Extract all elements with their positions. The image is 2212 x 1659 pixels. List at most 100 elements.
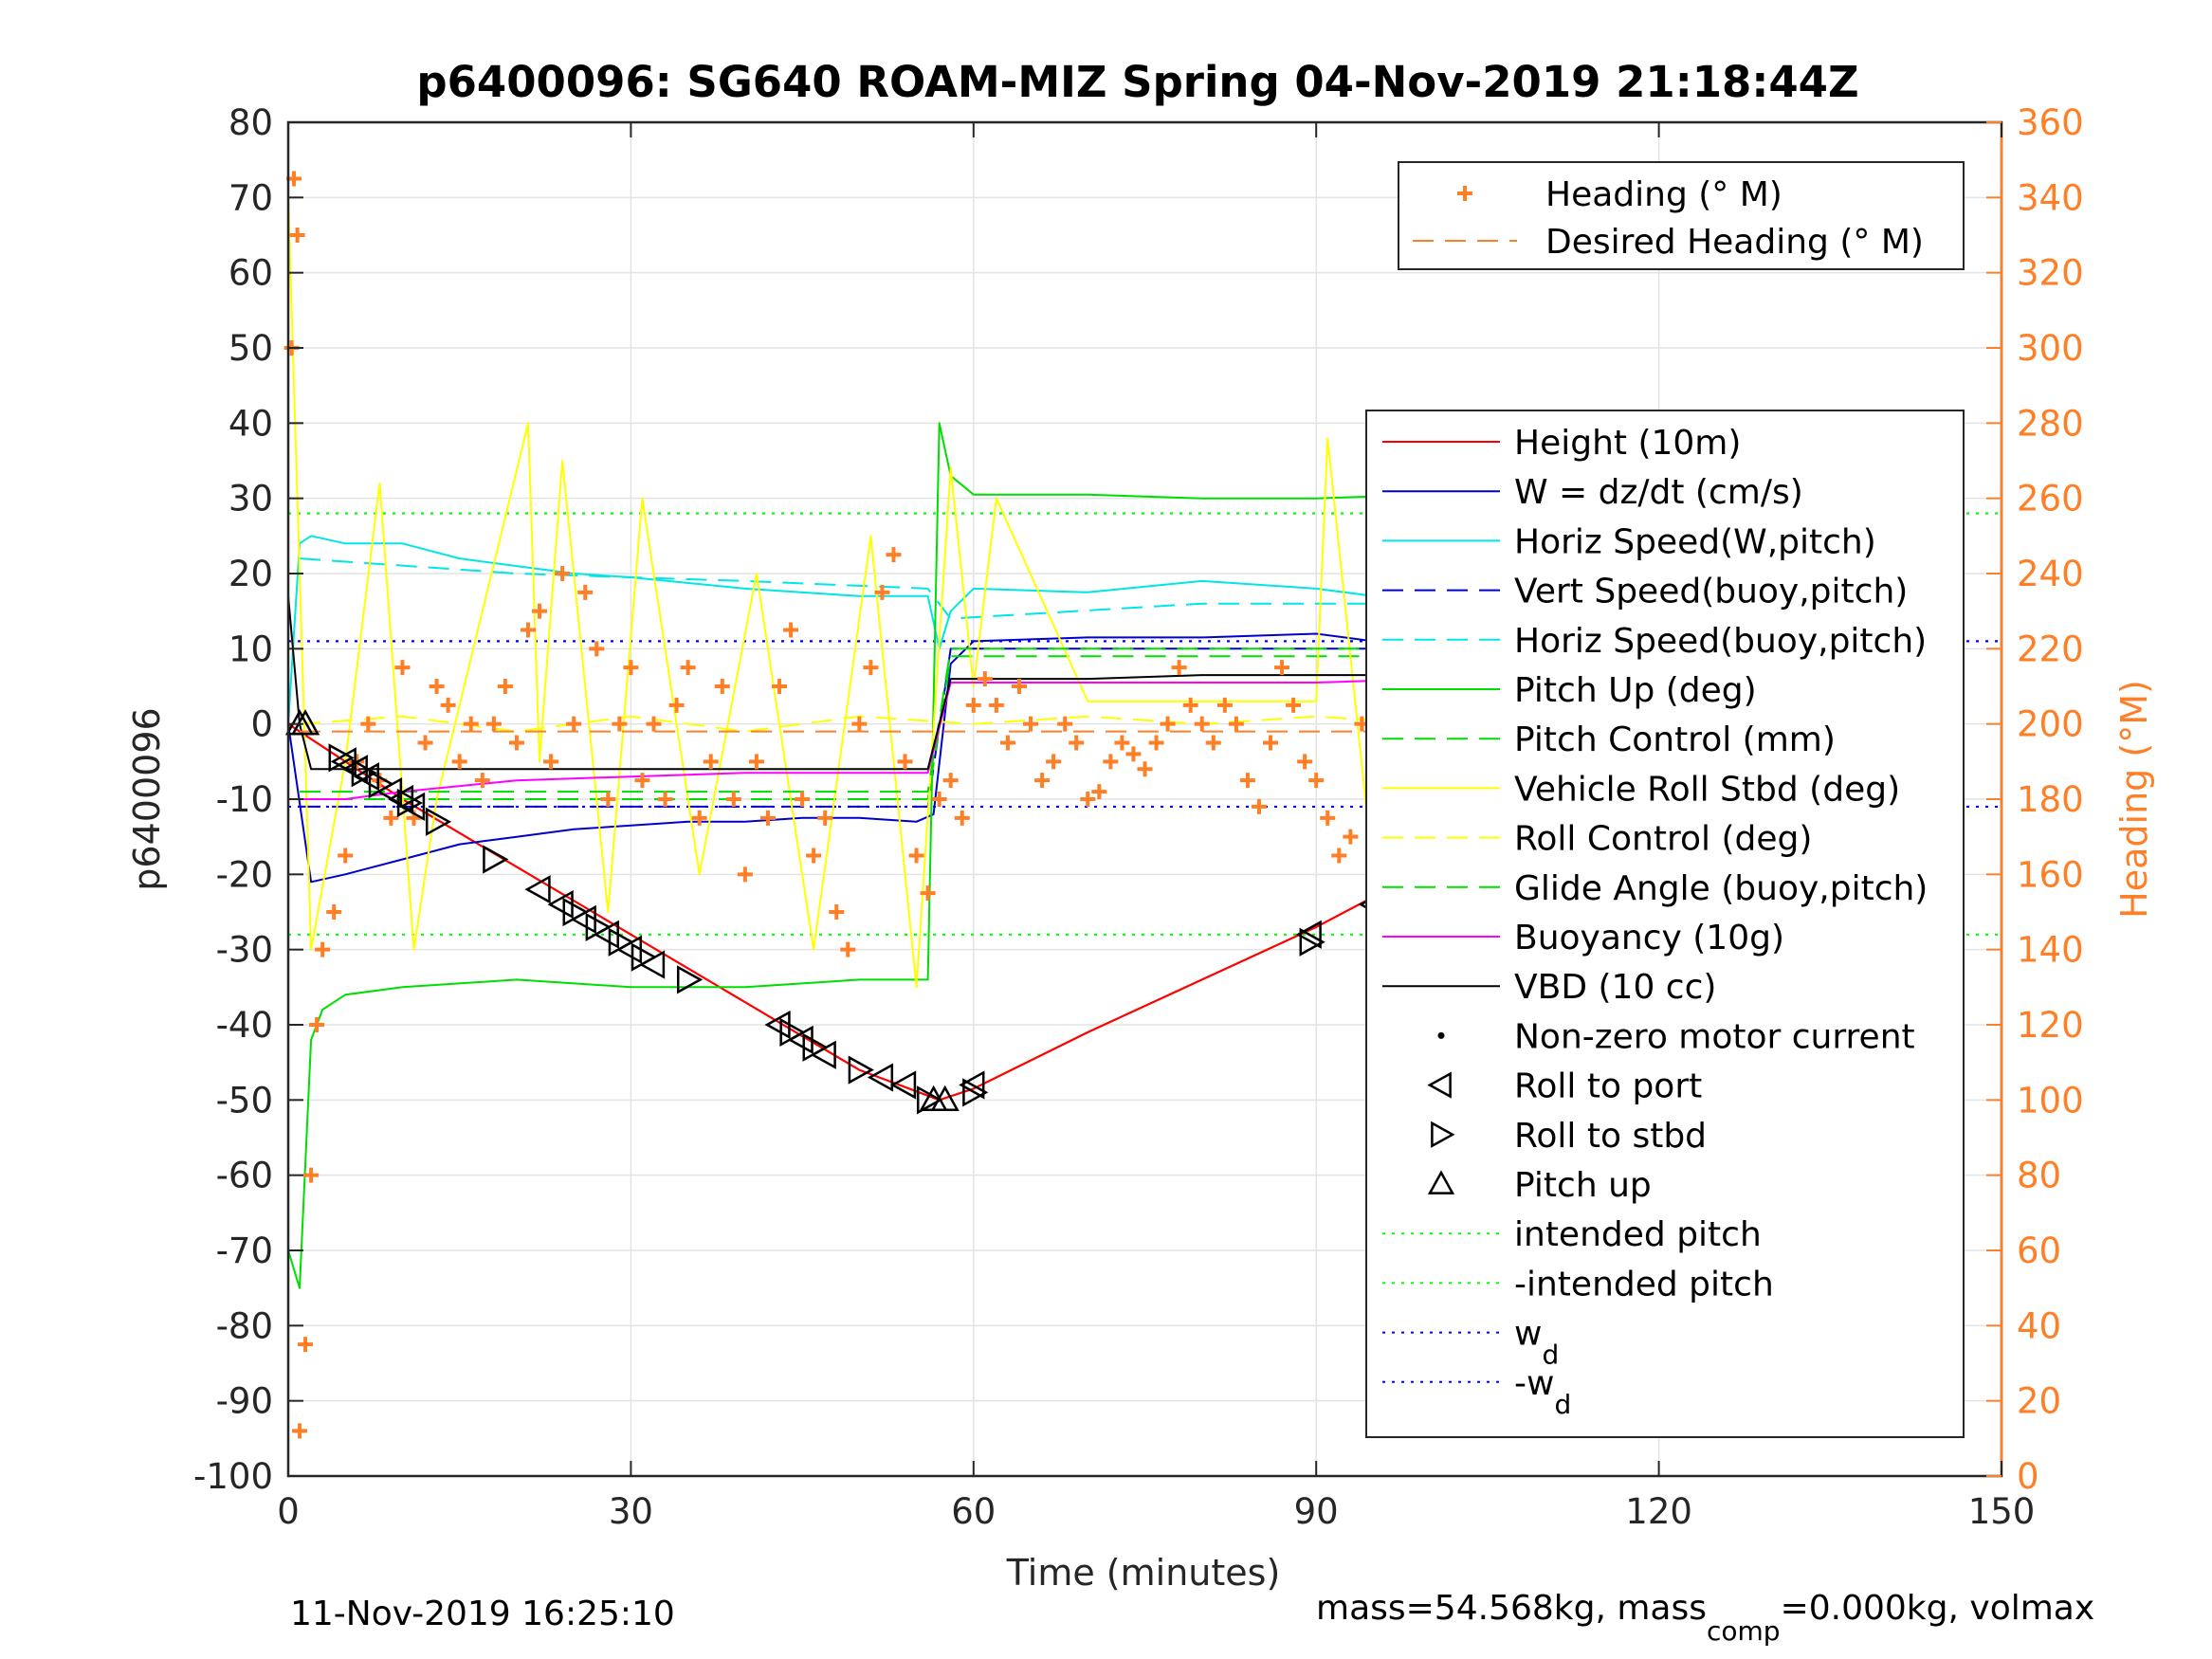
heading-point-47 [772, 679, 788, 694]
y-right-tick-label-9: 180 [2017, 779, 2084, 820]
legend-main-label-1: W = dz/dt (cm/s) [1514, 473, 1803, 512]
y-axis-label: p6400096 [126, 707, 168, 890]
heading-point-77 [1114, 735, 1130, 751]
x-tick-label-4: 120 [1625, 1491, 1692, 1532]
x-axis-label: Time (minutes) [1006, 1552, 1281, 1594]
roll-stbd-marker-4 [425, 807, 452, 836]
legend-main-label-7: Vehicle Roll Stbd (deg) [1514, 770, 1900, 809]
heading-point-33 [612, 716, 628, 732]
y-tick-label-10: -20 [216, 854, 273, 895]
heading-point-85 [1205, 735, 1221, 751]
roll-port-marker-5 [398, 792, 426, 822]
footer-mass: mass=54.568kg, masscomp=0.000kg, volmax [1316, 1589, 2094, 1647]
heading-point-54 [851, 716, 868, 732]
heading-point-55 [863, 660, 879, 676]
legend-main-label-3: Vert Speed(buoy,pitch) [1514, 573, 1908, 611]
legend-main-label-13: Roll to port [1514, 1067, 1702, 1106]
heading-point-59 [908, 848, 924, 864]
heading-point-81 [1160, 716, 1176, 732]
heading-point-41 [703, 754, 719, 770]
heading-point-96 [1331, 848, 1347, 864]
roll-port-marker-17 [959, 1070, 985, 1100]
y-tick-label-7: 10 [229, 629, 273, 669]
heading-point-44 [737, 866, 753, 883]
heading-point-72 [1057, 716, 1073, 732]
heading-point-51 [817, 810, 833, 826]
roll-stbd-marker-10 [676, 965, 704, 994]
roll-stbd-marker-3 [396, 788, 424, 818]
roll-stbd-marker-1 [351, 758, 377, 788]
heading-point-5 [303, 1167, 320, 1183]
legend-main-sample-15 [1427, 1170, 1455, 1194]
heading-point-76 [1103, 754, 1119, 770]
heading-point-8 [326, 904, 342, 920]
heading-point-38 [668, 697, 685, 713]
heading-point-48 [783, 622, 799, 638]
heading-point-78 [1125, 746, 1142, 762]
roll-port-marker-6 [524, 875, 551, 904]
y-right-tick-label-16: 40 [2017, 1305, 2061, 1346]
y-right-tick-label-3: 300 [2017, 328, 2084, 369]
heading-point-29 [566, 716, 582, 732]
y-tick-label-2: 60 [229, 253, 273, 294]
series-line-6 [300, 655, 1739, 800]
heading-point-24 [508, 735, 524, 751]
heading-point-89 [1251, 798, 1267, 814]
heading-point-21 [474, 773, 490, 789]
heading-point-80 [1148, 735, 1164, 751]
heading-point-79 [1137, 761, 1153, 777]
x-tick-label-3: 90 [1294, 1491, 1339, 1532]
chart-title: p6400096: SG640 ROAM-MIZ Spring 04-Nov-2… [416, 57, 1858, 107]
y-tick-label-4: 40 [229, 403, 273, 444]
y-tick-label-12: -40 [216, 1005, 273, 1046]
heading-point-13 [383, 810, 399, 826]
heading-point-22 [485, 716, 502, 732]
y-right-tick-label-10: 160 [2017, 854, 2084, 895]
heading-point-17 [429, 679, 445, 694]
heading-point-6 [309, 1017, 325, 1032]
heading-point-49 [795, 792, 811, 807]
heading-point-75 [1091, 784, 1107, 800]
y-axis-right-label: Heading (°M) [2113, 680, 2155, 919]
heading-point-39 [680, 660, 696, 676]
x-tick-label-0: 0 [277, 1491, 300, 1532]
heading-point-66 [988, 697, 1004, 713]
heading-point-7 [315, 941, 331, 957]
footer-mass-text: mass=54.568kg, mass [1316, 1589, 1707, 1628]
legend-top-label-1: Desired Heading (° M) [1545, 223, 1924, 262]
legend-main-sample-12 [1437, 1031, 1445, 1039]
y-tick-label-17: -90 [216, 1381, 273, 1422]
y-tick-label-9: -10 [216, 779, 273, 820]
heading-point-11 [360, 716, 376, 732]
heading-point-18 [440, 697, 456, 713]
heading-point-25 [520, 622, 536, 638]
heading-point-95 [1320, 810, 1336, 826]
heading-point-56 [874, 584, 890, 600]
roll-stbd-marker-12 [802, 1032, 829, 1062]
legend-main-label-11: VBD (10 cc) [1514, 968, 1716, 1007]
heading-point-73 [1069, 735, 1085, 751]
legend-main-label-8: Roll Control (deg) [1514, 820, 1812, 859]
heading-point-4 [298, 1337, 314, 1353]
heading-point-62 [942, 773, 959, 789]
heading-point-50 [806, 848, 822, 864]
heading-point-93 [1297, 754, 1313, 770]
heading-point-58 [897, 754, 913, 770]
y-right-tick-label-2: 320 [2017, 253, 2084, 294]
heading-point-35 [634, 773, 650, 789]
legend-main-sample-13 [1427, 1071, 1452, 1099]
legend-main-label-2: Horiz Speed(W,pitch) [1514, 522, 1876, 561]
x-tick-label-2: 60 [951, 1491, 996, 1532]
heading-point-94 [1308, 773, 1325, 789]
heading-point-2 [289, 228, 305, 243]
heading-point-57 [886, 547, 902, 563]
y-tick-label-5: 30 [229, 479, 273, 520]
y-tick-label-16: -80 [216, 1305, 273, 1346]
y-right-tick-label-8: 200 [2017, 704, 2084, 745]
legend-heading: Heading (° M) Desired Heading (° M) [1398, 161, 1965, 270]
heading-point-31 [589, 641, 605, 657]
y-right-tick-label-13: 100 [2017, 1080, 2084, 1121]
heading-point-43 [725, 792, 741, 807]
legend-main-label-4: Horiz Speed(buoy,pitch) [1514, 622, 1927, 661]
